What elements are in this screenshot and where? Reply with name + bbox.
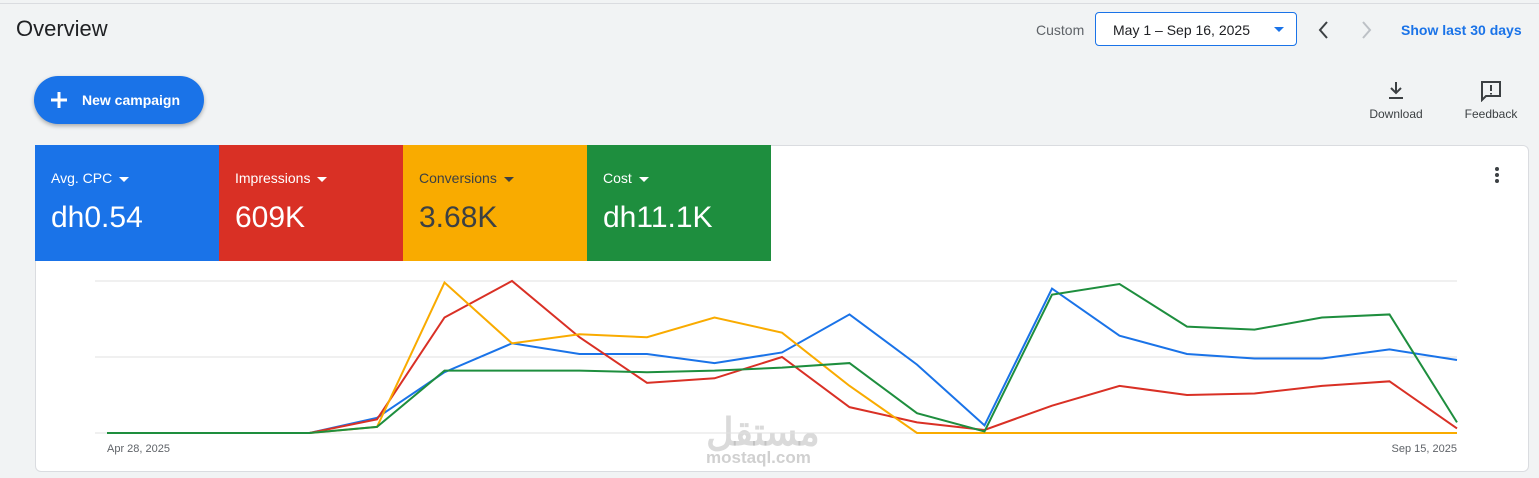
date-picker[interactable]: May 1 – Sep 16, 2025 bbox=[1095, 12, 1297, 46]
metric-name: Avg. CPC bbox=[51, 170, 130, 186]
date-range: May 1 – Sep 16, 2025 bbox=[1113, 22, 1250, 38]
feedback-label[interactable]: Feedback bbox=[1464, 107, 1518, 121]
divider bbox=[0, 3, 1539, 4]
dropdown-icon bbox=[119, 177, 130, 182]
metric-tile[interactable]: Avg. CPC dh0.54 bbox=[35, 145, 219, 261]
metric-name: Cost bbox=[603, 170, 649, 186]
series-line bbox=[107, 279, 1458, 434]
more-menu[interactable] bbox=[1490, 166, 1504, 186]
metric-tile[interactable]: Cost dh11.1K bbox=[587, 145, 771, 261]
metric-value: 609K bbox=[235, 201, 306, 234]
series-line bbox=[107, 282, 1458, 434]
dropdown-icon bbox=[317, 177, 328, 182]
dropdown-icon bbox=[638, 177, 649, 182]
page-title: Overview bbox=[16, 16, 108, 41]
metric-value: dh11.1K bbox=[603, 201, 713, 234]
metric-tile[interactable]: Conversions 3.68K bbox=[403, 145, 587, 261]
new-campaign-button[interactable]: New campaign bbox=[34, 76, 204, 124]
metric-value: dh0.54 bbox=[51, 201, 143, 234]
watermark: mostaql.com bbox=[706, 448, 811, 467]
download-label[interactable]: Download bbox=[1369, 107, 1423, 121]
download-icon[interactable] bbox=[1386, 80, 1406, 102]
x-tick-label: Sep 15, 2025 bbox=[1392, 443, 1457, 455]
metric-name: Impressions bbox=[235, 170, 328, 186]
metric-value: 3.68K bbox=[419, 201, 498, 234]
x-tick-label: Apr 28, 2025 bbox=[107, 443, 170, 455]
button-label: New campaign bbox=[82, 92, 181, 108]
series-line bbox=[107, 287, 1458, 434]
dropdown-icon bbox=[503, 177, 514, 182]
next-button[interactable] bbox=[1358, 20, 1374, 40]
plus-icon bbox=[51, 92, 67, 108]
prev-button[interactable] bbox=[1316, 20, 1332, 40]
range-label: Custom bbox=[1036, 22, 1085, 38]
metric-name: Conversions bbox=[419, 170, 514, 186]
show-last-link[interactable]: Show last 30 days bbox=[1401, 22, 1522, 38]
feedback-icon[interactable] bbox=[1480, 80, 1502, 102]
dropdown-icon bbox=[1274, 27, 1284, 32]
metric-tile[interactable]: Impressions 609K bbox=[219, 145, 403, 261]
